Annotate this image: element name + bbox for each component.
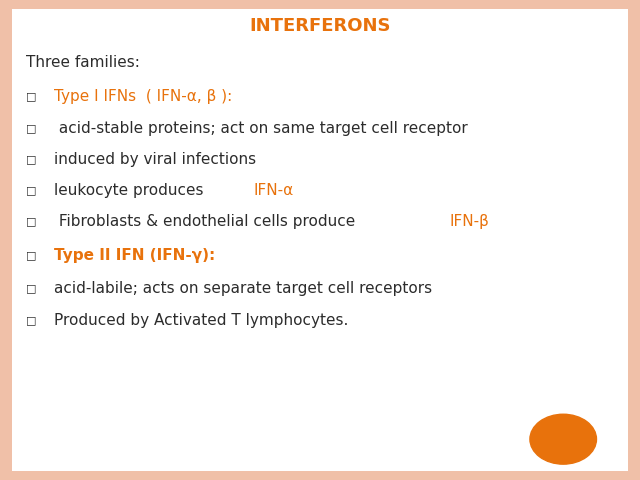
- Bar: [628, 0, 640, 480]
- Text: acid-labile; acts on separate target cell receptors: acid-labile; acts on separate target cel…: [54, 280, 433, 296]
- Text: □: □: [26, 155, 36, 164]
- Text: INTERFERONS: INTERFERONS: [249, 17, 391, 36]
- Text: □: □: [26, 91, 36, 101]
- Circle shape: [530, 414, 596, 464]
- Text: induced by viral infections: induced by viral infections: [54, 152, 257, 167]
- Text: □: □: [26, 217, 36, 227]
- Text: □: □: [26, 283, 36, 293]
- Text: IFN-β: IFN-β: [449, 214, 489, 229]
- Bar: [0, 0, 12, 480]
- Bar: [0, 471, 640, 480]
- Text: Produced by Activated T lymphocytes.: Produced by Activated T lymphocytes.: [54, 312, 349, 328]
- Text: □: □: [26, 123, 36, 133]
- Text: leukocyte produces: leukocyte produces: [54, 183, 209, 198]
- Text: IFN-α: IFN-α: [253, 183, 294, 198]
- Bar: [0, 0, 640, 9]
- Text: Type I IFNs  ( IFN-α, β ):: Type I IFNs ( IFN-α, β ):: [54, 88, 233, 104]
- Text: □: □: [26, 251, 36, 260]
- Text: □: □: [26, 186, 36, 195]
- Text: Fibroblasts & endothelial cells produce: Fibroblasts & endothelial cells produce: [54, 214, 360, 229]
- Text: acid-stable proteins; act on same target cell receptor: acid-stable proteins; act on same target…: [54, 120, 468, 136]
- Text: □: □: [26, 315, 36, 325]
- Text: Three families:: Three families:: [26, 55, 140, 70]
- Text: Type II IFN (IFN-γ):: Type II IFN (IFN-γ):: [54, 248, 216, 263]
